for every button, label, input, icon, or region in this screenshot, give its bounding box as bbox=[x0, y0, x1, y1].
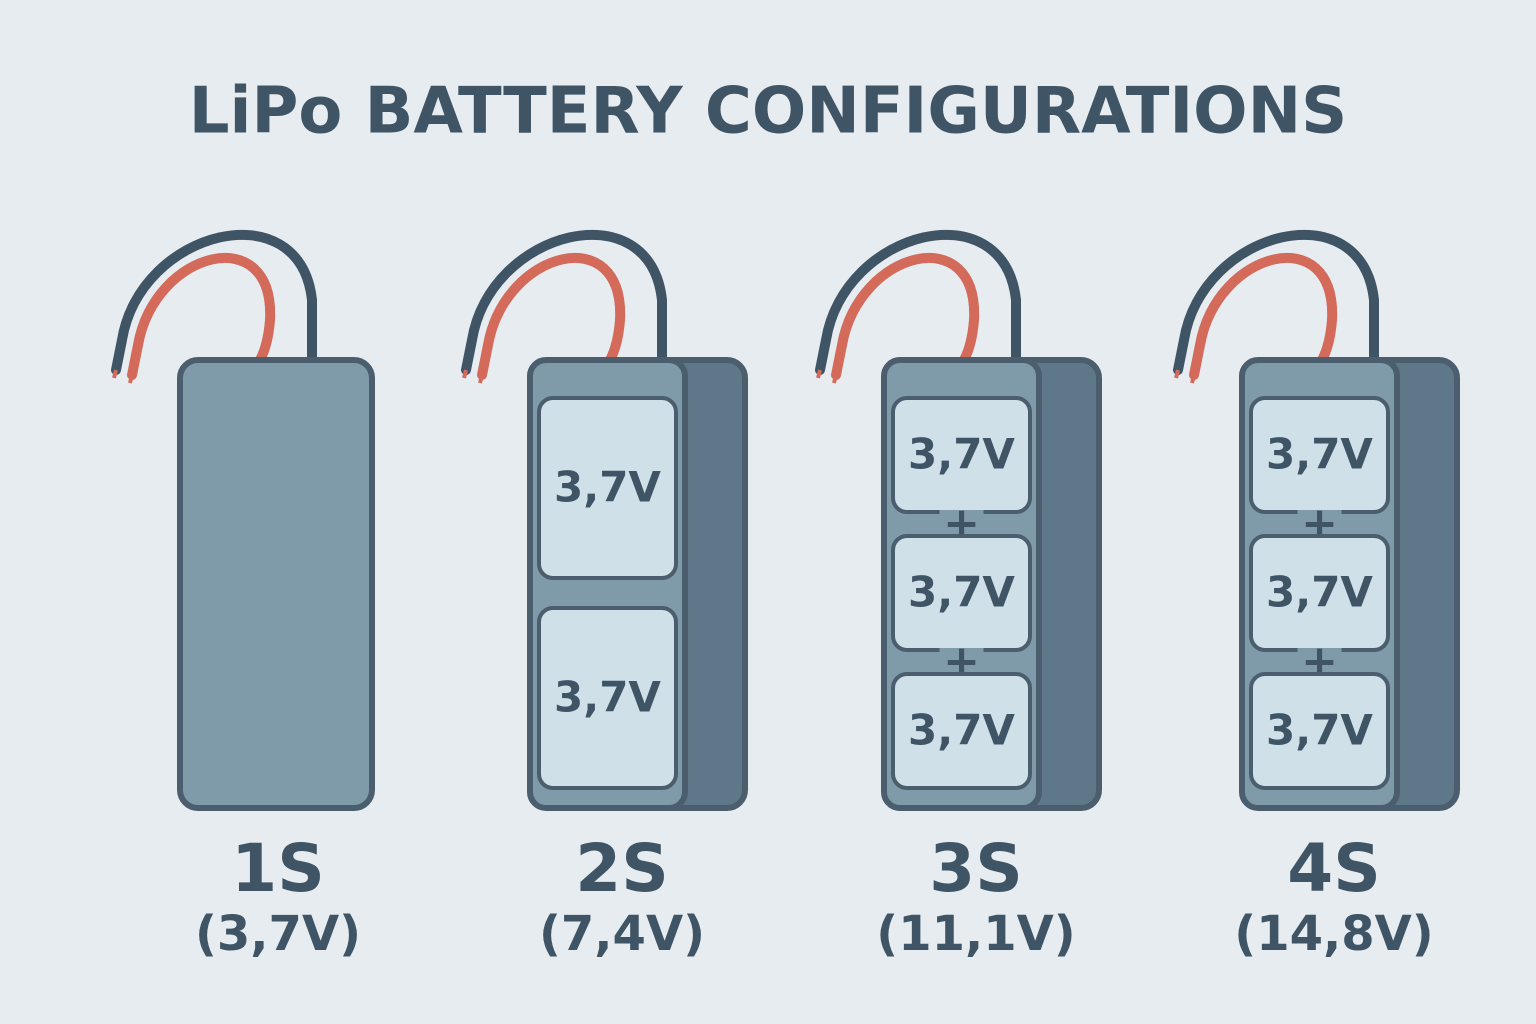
cell-voltage: 3,7V bbox=[908, 568, 1015, 617]
black-wire bbox=[111, 229, 317, 375]
red-wire bbox=[477, 253, 626, 380]
cell bbox=[1249, 672, 1390, 790]
config-label: 3S bbox=[929, 830, 1022, 907]
wire-tip bbox=[1174, 369, 1196, 384]
cell-voltage: 3,7V bbox=[1266, 568, 1373, 617]
config-voltage: (7,4V) bbox=[539, 906, 705, 962]
red-wire bbox=[127, 253, 276, 380]
cell-voltage: 3,7V bbox=[908, 430, 1015, 479]
cell bbox=[891, 672, 1032, 790]
joiner-gap bbox=[939, 510, 984, 538]
wire-tip bbox=[112, 369, 134, 384]
cell-voltage: 3,7V bbox=[1266, 706, 1373, 755]
joiner-gap bbox=[1297, 648, 1342, 676]
title: LiPo BATTERY CONFIGURATIONS bbox=[189, 75, 1347, 149]
cell-voltage: 3,7V bbox=[1266, 430, 1373, 479]
black-wire bbox=[815, 229, 1021, 375]
red-wire bbox=[1189, 253, 1338, 380]
cell-voltage: 3,7V bbox=[908, 706, 1015, 755]
config-label: 2S bbox=[575, 830, 668, 907]
wire-tip bbox=[816, 369, 838, 384]
joiner-gap bbox=[939, 648, 984, 676]
config-voltage: (11,1V) bbox=[876, 906, 1075, 962]
joiner-gap bbox=[1297, 510, 1342, 538]
battery-body bbox=[177, 357, 375, 811]
wire-tip bbox=[462, 369, 484, 384]
cell bbox=[537, 606, 678, 790]
config-voltage: (14,8V) bbox=[1234, 906, 1433, 962]
cell-voltage: 3,7V bbox=[554, 673, 661, 722]
red-wire bbox=[831, 253, 980, 380]
cell bbox=[537, 396, 678, 580]
cell-voltage: 3,7V bbox=[554, 463, 661, 512]
config-voltage: (3,7V) bbox=[195, 906, 361, 962]
config-label: 1S bbox=[231, 830, 324, 907]
config-label: 4S bbox=[1287, 830, 1380, 907]
black-wire bbox=[461, 229, 667, 375]
black-wire bbox=[1173, 229, 1379, 375]
